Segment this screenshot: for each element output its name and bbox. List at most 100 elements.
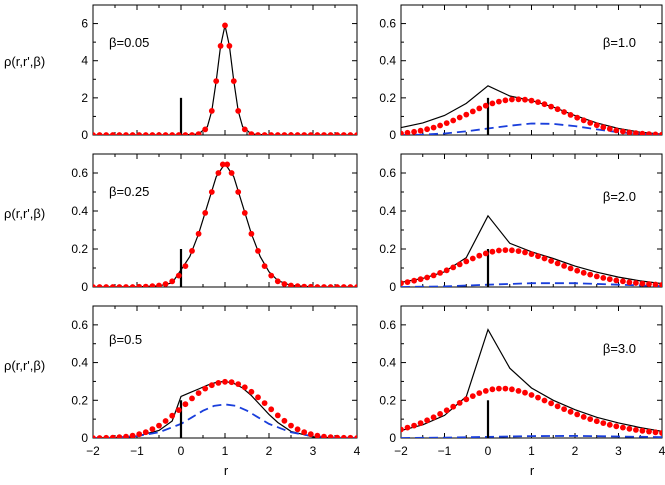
- data-point: [496, 247, 502, 254]
- beta-label: β=0.05: [109, 35, 149, 50]
- data-point: [354, 435, 357, 438]
- data-point: [401, 280, 404, 287]
- data-point: [443, 267, 450, 274]
- data-point: [541, 255, 548, 262]
- data-point: [268, 132, 275, 135]
- data-point: [116, 434, 123, 438]
- data-point: [228, 379, 235, 386]
- data-point: [327, 132, 334, 135]
- x-tick-label: 2: [266, 444, 273, 458]
- data-point: [96, 132, 103, 135]
- data-point: [156, 422, 162, 429]
- data-point: [633, 427, 639, 433]
- data-point: [496, 385, 502, 392]
- data-point: [606, 125, 613, 132]
- data-point: [149, 283, 156, 287]
- data-point: [404, 279, 411, 285]
- data-point: [417, 420, 424, 426]
- data-point: [528, 392, 535, 398]
- y-tick-label: 0.4: [71, 356, 88, 370]
- data-point: [103, 132, 110, 135]
- data-point: [469, 393, 476, 399]
- data-point: [443, 407, 450, 414]
- y-tick-label: 0.2: [71, 242, 88, 256]
- data-point: [411, 277, 417, 284]
- data-point: [255, 248, 261, 254]
- data-point: [93, 284, 96, 287]
- panel-5: 0 0.2 0.4 0.6 −2 −1 0 1 2 3 4 β=0.5: [71, 305, 361, 458]
- panel-6: 0 0.2 0.4 0.6 −2 −1 0 1 2 3 4 β=3.0: [379, 305, 665, 458]
- x-tick-label: 3: [615, 444, 622, 458]
- data-point: [261, 400, 268, 406]
- y-axis-label-row-1: ρ(r,r',β): [4, 54, 45, 69]
- data-point: [208, 108, 215, 114]
- data-point: [129, 132, 136, 135]
- x-tick-label: −1: [438, 444, 452, 458]
- data-point: [489, 100, 496, 107]
- data-point: [235, 108, 242, 114]
- data-point: [241, 126, 248, 133]
- data-point: [217, 43, 224, 49]
- data-point: [208, 189, 215, 195]
- plot-frame: [92, 305, 358, 439]
- data-point: [123, 132, 129, 135]
- data-point: [307, 132, 314, 135]
- data-point: [646, 131, 652, 135]
- data-point: [535, 394, 541, 401]
- data-point: [334, 434, 341, 438]
- data-point: [281, 132, 288, 135]
- data-point: [509, 96, 515, 103]
- data-point: [561, 406, 567, 412]
- data-point: [437, 411, 443, 417]
- data-point: [340, 284, 347, 287]
- data-point: [261, 132, 268, 135]
- data-point: [652, 281, 659, 287]
- data-point: [476, 252, 483, 259]
- y-tick-label: 0.6: [71, 318, 88, 332]
- data-point: [347, 132, 354, 135]
- y-tick-label: 0.2: [71, 393, 88, 407]
- data-point: [548, 258, 554, 264]
- data-point: [626, 425, 633, 432]
- data-point: [593, 122, 600, 129]
- data-point: [593, 273, 600, 280]
- beta-label: β=0.25: [109, 184, 149, 199]
- data-point: [502, 97, 509, 104]
- data-point: [215, 380, 222, 386]
- data-point: [96, 284, 103, 287]
- panels: 0 2 4 6 β=0.05 0 0.2 0.4 0.6 β=1.0 0 0.2 0.4 0.6 β=0.2…: [71, 4, 665, 458]
- data-point: [340, 434, 347, 438]
- data-point: [248, 131, 255, 135]
- data-point: [213, 78, 220, 84]
- data-point: [327, 434, 334, 438]
- data-point: [169, 132, 176, 135]
- data-point: [430, 124, 437, 131]
- data-point: [567, 265, 574, 272]
- data-point: [401, 130, 404, 135]
- data-point: [417, 127, 424, 134]
- beta-label: β=1.0: [603, 35, 636, 50]
- plot-area: [401, 85, 662, 135]
- data-point: [202, 385, 209, 392]
- data-point: [288, 282, 294, 287]
- y-tick-label: 6: [81, 17, 88, 31]
- data-point: [222, 22, 228, 29]
- data-point: [620, 128, 626, 135]
- data-point: [321, 132, 327, 135]
- plot-frame: [92, 153, 358, 288]
- beta-label: β=2.0: [603, 189, 636, 204]
- plot-area: [93, 22, 357, 135]
- data-point: [613, 277, 620, 284]
- data-point: [281, 417, 288, 424]
- data-point: [334, 132, 341, 135]
- data-point: [535, 253, 541, 260]
- x-tick-label: 0: [178, 444, 185, 458]
- data-point: [222, 378, 228, 385]
- plot-area: [401, 214, 662, 287]
- data-point: [489, 248, 496, 255]
- data-point: [354, 132, 357, 135]
- data-point: [274, 278, 281, 285]
- data-point: [162, 418, 169, 424]
- series-line-blue-dashed: [93, 403, 357, 438]
- data-point: [424, 274, 430, 281]
